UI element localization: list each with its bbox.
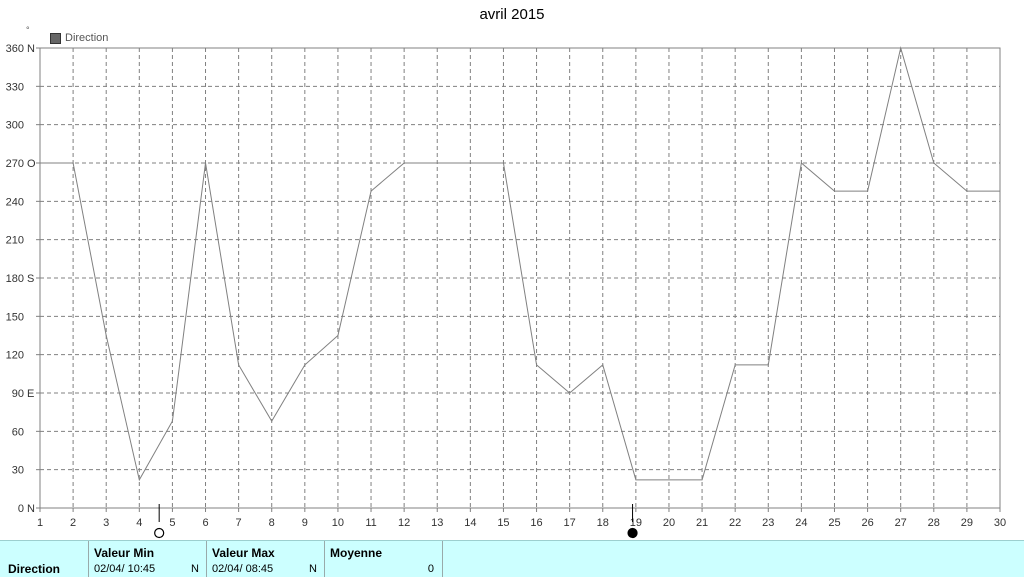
y-tick-label: 210 (6, 235, 24, 247)
y-tick-label: 300 (6, 120, 24, 132)
legend-label: Direction (65, 32, 109, 44)
x-tick-label: 14 (464, 517, 476, 529)
x-tick-label: 19 (630, 517, 642, 529)
y-tick-direction-label: N (27, 43, 35, 55)
y-tick-label: 180 (6, 273, 24, 285)
x-axis: 1 2 3 4 5 6 7 8 9 10 11 12 13 14 15 16 17 18 19 20 21 22 23 24 2… (37, 508, 1006, 529)
x-tick-label: 18 (597, 517, 609, 529)
grid-lines (40, 48, 1000, 508)
x-tick-label: 10 (332, 517, 344, 529)
series-line-direction (40, 46, 1000, 482)
x-tick-label: 7 (236, 517, 242, 529)
moon-phase-markers (154, 504, 638, 539)
x-tick-label: 12 (398, 517, 410, 529)
degree-unit-symbol: ° (26, 25, 30, 35)
x-tick-label: 13 (431, 517, 443, 529)
x-tick-label: 11 (365, 517, 376, 529)
x-tick-label: 22 (729, 517, 741, 529)
stat-min-direction: N (191, 563, 199, 575)
x-tick-label: 3 (103, 517, 109, 529)
x-tick-label: 30 (994, 517, 1006, 529)
x-tick-label: 2 (70, 517, 76, 529)
x-tick-label: 9 (302, 517, 308, 529)
y-tick-direction-label: O (27, 158, 36, 170)
y-tick-label: 270 (6, 158, 24, 170)
stat-mean-cell: Moyenne 0 (324, 541, 443, 577)
y-tick-label: 150 (6, 311, 24, 323)
full-moon-icon (154, 527, 165, 539)
x-tick-label: 6 (202, 517, 208, 529)
y-tick-label: 60 (12, 426, 24, 438)
stat-mean-value: 0 (427, 563, 434, 575)
x-tick-label: 4 (136, 517, 142, 529)
series-direction (40, 46, 1000, 482)
stat-mean-header: Moyenne (330, 546, 383, 560)
stat-max-direction: N (309, 563, 317, 575)
stat-max-cell: Valeur Max 02/04/ 08:45 N (206, 541, 325, 577)
stat-min-date: 02/04/ 10:45 (94, 563, 156, 575)
x-tick-label: 17 (564, 517, 576, 529)
chart-title: avril 2015 (479, 6, 545, 23)
stat-min-cell: Valeur Min 02/04/ 10:45 N (88, 541, 207, 577)
y-tick-label: 90 (12, 388, 24, 400)
x-tick-label: 20 (663, 517, 675, 529)
stats-bar: Direction Valeur Min 02/04/ 10:45 N Vale… (0, 540, 1024, 577)
x-tick-label: 26 (861, 517, 873, 529)
x-tick-label: 1 (37, 517, 43, 529)
y-tick-label: 120 (6, 350, 24, 362)
y-tick-direction-label: E (27, 388, 34, 400)
x-tick-label: 25 (828, 517, 840, 529)
y-tick-direction-label: S (27, 273, 34, 285)
y-tick-label: 240 (6, 196, 24, 208)
y-tick-direction-label: N (27, 503, 35, 515)
x-tick-label: 29 (961, 517, 973, 529)
x-tick-label: 5 (169, 517, 175, 529)
y-tick-label: 30 (12, 465, 24, 477)
x-tick-label: 27 (895, 517, 907, 529)
x-tick-label: 24 (795, 517, 807, 529)
legend-swatch (50, 32, 61, 44)
y-tick-label: 330 (6, 81, 24, 93)
x-tick-label: 16 (530, 517, 542, 529)
y-tick-label: 360 (6, 43, 24, 55)
stat-min-header: Valeur Min (94, 546, 155, 560)
x-tick-label: 23 (762, 517, 774, 529)
stat-max-header: Valeur Max (212, 546, 275, 560)
stats-row-label: Direction (8, 562, 61, 576)
x-tick-label: 15 (497, 517, 509, 529)
x-tick-label: 28 (928, 517, 940, 529)
new-moon-icon (627, 527, 638, 539)
y-tick-label: 0 (18, 503, 24, 515)
x-tick-label: 21 (696, 517, 708, 529)
x-tick-label: 8 (269, 517, 275, 529)
legend: Direction (50, 32, 108, 44)
stat-max-date: 02/04/ 08:45 (212, 563, 274, 575)
